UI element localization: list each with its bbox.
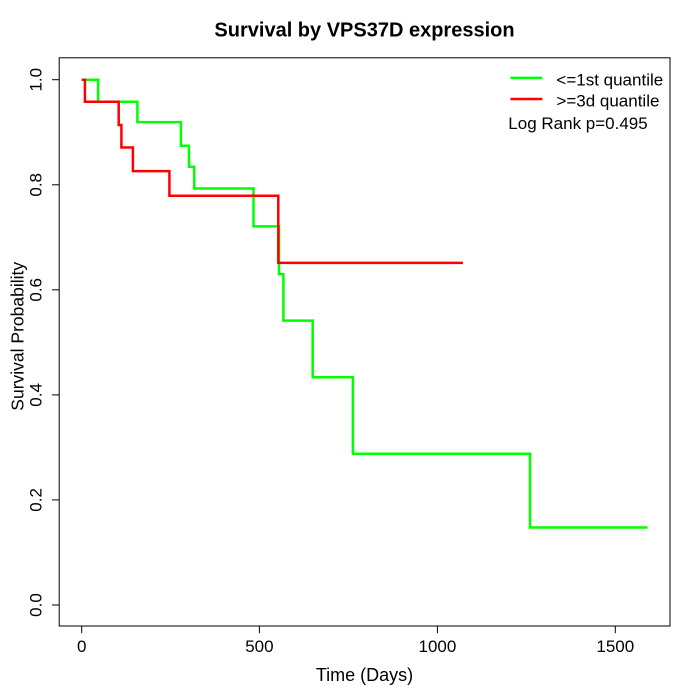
svg-text:1500: 1500 <box>596 637 634 656</box>
svg-text:0.6: 0.6 <box>26 278 45 302</box>
svg-text:<=1st quantile: <=1st quantile <box>556 70 663 89</box>
svg-text:500: 500 <box>245 637 273 656</box>
svg-text:1.0: 1.0 <box>26 68 45 92</box>
svg-text:0.2: 0.2 <box>26 488 45 512</box>
svg-text:Time (Days): Time (Days) <box>316 665 413 685</box>
svg-text:0.0: 0.0 <box>26 593 45 617</box>
svg-text:1000: 1000 <box>418 637 456 656</box>
svg-text:0: 0 <box>77 637 86 656</box>
svg-text:0.4: 0.4 <box>26 383 45 407</box>
svg-text:Survival Probability: Survival Probability <box>8 262 28 411</box>
svg-text:>=3d quantile: >=3d quantile <box>556 91 659 110</box>
svg-text:Log Rank p=0.495: Log Rank p=0.495 <box>508 114 647 133</box>
svg-text:Survival by VPS37D expression: Survival by VPS37D expression <box>214 19 514 41</box>
svg-text:0.8: 0.8 <box>26 173 45 197</box>
